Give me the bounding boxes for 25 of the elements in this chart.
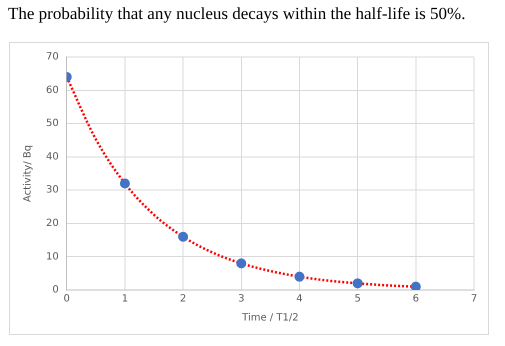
y-tick-label: 20 xyxy=(46,218,59,230)
x-tick-label: 4 xyxy=(296,294,303,305)
point xyxy=(410,282,421,290)
y-axis-title: Activity/ Bq xyxy=(22,144,34,202)
y-tick-label: 70 xyxy=(46,52,59,63)
x-axis-title: Time / T1/2 xyxy=(241,312,299,324)
x-tick-label: 1 xyxy=(122,294,128,305)
point xyxy=(236,258,246,268)
point xyxy=(120,178,130,188)
x-tick-label: 5 xyxy=(354,294,361,305)
point xyxy=(178,232,188,242)
x-tick-label: 6 xyxy=(412,294,420,305)
x-tick-label: 0 xyxy=(64,294,70,305)
x-tick-label: 2 xyxy=(180,294,186,305)
y-tick-label: 0 xyxy=(52,284,59,296)
y-tick-label: 60 xyxy=(46,84,59,96)
point xyxy=(352,278,363,288)
y-tick-label: 50 xyxy=(46,118,59,130)
y-tick-label: 10 xyxy=(46,251,59,262)
chart-title: The probability that any nucleus decays within the half-life is 50%. xyxy=(8,4,466,24)
point xyxy=(294,272,304,282)
x-tick-label: 7 xyxy=(470,294,478,305)
y-tick-label: 40 xyxy=(46,151,59,162)
x-tick-label: 3 xyxy=(238,294,244,305)
y-tick-label: 30 xyxy=(46,184,59,196)
